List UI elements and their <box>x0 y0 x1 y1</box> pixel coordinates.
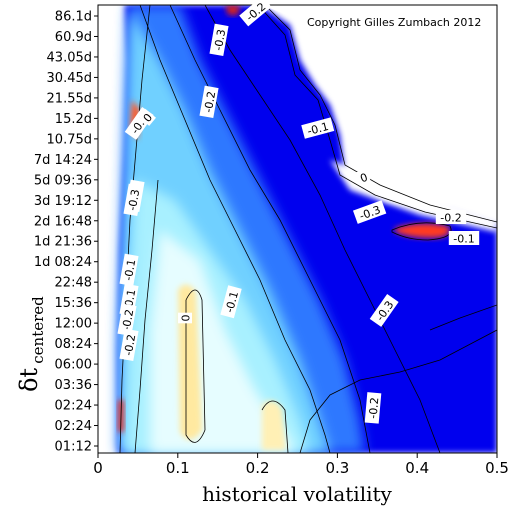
y-tick-label: 3d 19:12 <box>34 194 92 209</box>
y-tick-label: 15:36 <box>55 296 92 311</box>
contour-label-bg <box>220 285 242 319</box>
contour-label-bg <box>119 253 139 287</box>
contour-label-bg <box>199 85 219 119</box>
contour-label: -0.2 <box>199 85 219 119</box>
contour-label-bg <box>117 303 137 337</box>
field-upper-edge <box>262 5 497 212</box>
y-axis-label-main: δt <box>15 368 43 392</box>
hotspot-top <box>225 5 240 15</box>
contour-label-text: 0 <box>358 171 369 186</box>
y-tick-label: 43.05d <box>47 50 92 65</box>
contour-label-bg <box>239 0 272 27</box>
y-tick-label: 15.2d <box>55 112 92 127</box>
y-tick-label: 10.75d <box>47 132 92 147</box>
contour-label-text: -0.1 <box>223 290 241 314</box>
y-tick-label: 03:36 <box>55 378 92 393</box>
y-tick-label: 02:24 <box>55 399 92 414</box>
y-tick-label: 60.9d <box>55 30 92 45</box>
contour-label: -0.1 <box>448 231 480 246</box>
y-tick-label: 12:00 <box>55 317 92 332</box>
y-tick-label: 1d 08:24 <box>34 255 92 270</box>
y-axis-label-sub: centered <box>29 296 47 364</box>
x-tick-label: 0.4 <box>405 459 429 477</box>
contour-label-bg <box>178 312 192 324</box>
contour-label: 0 <box>178 312 193 324</box>
contour-label-text: -0.2 <box>440 212 461 225</box>
contour-label-text: 0 <box>180 315 193 322</box>
x-tick-label: 0.2 <box>246 459 270 477</box>
contour-label-text: -0.2 <box>202 90 219 113</box>
x-tick-label: 0.1 <box>166 459 190 477</box>
plot-frame <box>97 4 498 454</box>
contour-label-bg <box>301 117 335 139</box>
contour-label: 0 <box>356 168 372 186</box>
contour-label-bg <box>369 293 399 327</box>
copyright-text: Copyright Gilles Zumbach 2012 <box>307 16 481 29</box>
y-tick-label: 22:48 <box>55 276 92 291</box>
contour-label: -0.1 <box>220 285 242 319</box>
y-tick-label: 08:24 <box>55 337 92 352</box>
x-axis-label: historical volatility <box>202 482 392 506</box>
contour-label-text: -0.2 <box>120 308 137 331</box>
contour-label-text: -0.3 <box>212 28 229 51</box>
y-tick-label: 21.55d <box>47 91 92 106</box>
contour-label: -0.1 <box>301 117 335 139</box>
y-axis: 86.1d 60.9d 43.05d 30.45d 21.55d 15.2d 10.75d 7… <box>34 10 98 455</box>
contour-label-text: -0.1 <box>453 233 474 246</box>
contour-label: -0.3 <box>209 23 229 57</box>
contour-label-bg <box>352 200 387 224</box>
contour-label-text: -0.2 <box>122 333 139 356</box>
contour-lines <box>119 5 497 453</box>
contour-label: -0.1 <box>119 253 139 287</box>
contour-label-text: -0.3 <box>126 188 143 211</box>
contour-label-bg <box>209 23 229 57</box>
x-axis: 0 0.1 0.2 0.3 0.4 0.5 <box>93 453 509 477</box>
contour-label-text: -0.2 <box>367 397 382 420</box>
x-tick-label: 0.5 <box>485 459 509 477</box>
y-tick-label: 2d 16:48 <box>34 214 92 229</box>
contour-label-text: -0.1 <box>122 258 139 281</box>
x-tick-label: 0 <box>93 459 103 477</box>
contour-label: -0.2 <box>117 303 137 337</box>
contour-label-bg <box>364 392 382 424</box>
field-peak-2 <box>262 400 286 450</box>
contour-label: -0.2 <box>119 328 139 362</box>
heatmap-area <box>98 5 497 453</box>
y-axis-label: δt centered <box>15 296 47 392</box>
y-tick-label: 5d 09:36 <box>34 173 92 188</box>
y-tick-label: 06:00 <box>55 358 92 373</box>
contour-label-text: -0.1 <box>306 120 330 138</box>
contour-label: -0.2 <box>364 392 382 424</box>
contour-label: 0 <box>138 108 157 126</box>
contour-label-bg <box>138 108 157 126</box>
y-tick-label: 30.45d <box>47 71 92 86</box>
contour-label: -0.3 <box>123 183 143 217</box>
y-tick-label: 1d 21:36 <box>34 235 92 250</box>
contour-label-bg <box>448 231 480 245</box>
x-tick-label: 0.3 <box>325 459 349 477</box>
hotspot-right <box>395 223 450 238</box>
y-tick-label: 01:12 <box>55 440 92 455</box>
contour-label-bg <box>435 210 467 224</box>
contour-label-bg <box>356 168 372 186</box>
y-tick-label: 7d 14:24 <box>34 153 92 168</box>
y-tick-label: 02:24 <box>55 419 92 434</box>
y-tick-label: 86.1d <box>55 10 92 25</box>
contour-label: -0.2 <box>435 210 467 225</box>
contour-label-bg <box>123 183 143 217</box>
contour-label-bg <box>119 328 139 362</box>
